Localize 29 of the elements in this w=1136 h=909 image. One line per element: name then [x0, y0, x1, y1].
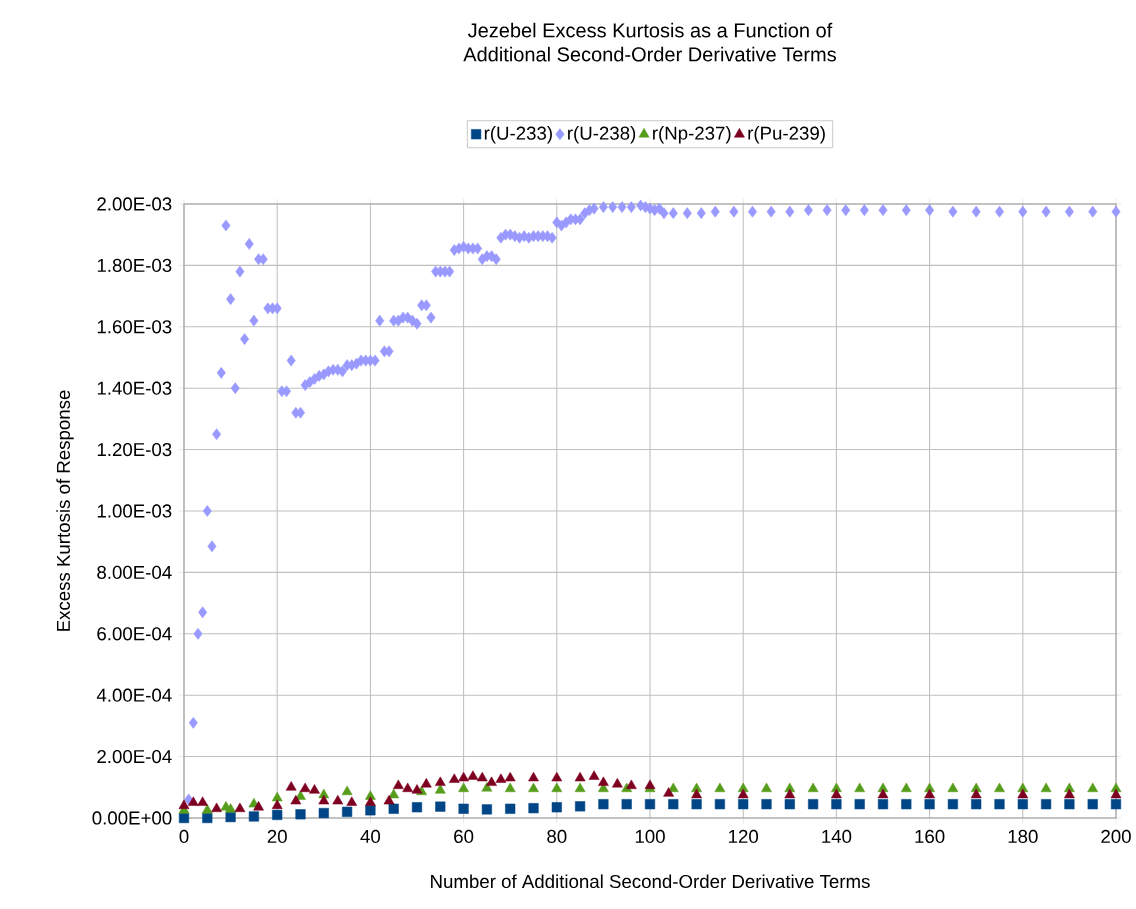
y-tick-label: 1.60E-03: [97, 320, 172, 334]
y-tick-label: 1.00E-03: [97, 504, 172, 518]
y-tick-label: 8.00E-04: [97, 565, 172, 579]
legend-label: r(U-238): [568, 126, 636, 144]
y-tick-label: 6.00E-04: [97, 627, 172, 641]
x-tick-label: 80: [547, 829, 567, 844]
x-tick-label: 120: [729, 829, 759, 844]
x-tick-label: 20: [267, 829, 287, 844]
legend-label: r(Np-237): [653, 126, 731, 144]
x-tick-label: 100: [635, 829, 665, 844]
y-tick-label: 1.40E-03: [97, 381, 172, 395]
y-tick-label: 1.20E-03: [97, 442, 172, 457]
x-tick-label: 200: [1101, 829, 1131, 844]
chart-title: Jezebel Excess Kurtosis as a Function of Additional Second-Order Derivative Terms: [463, 22, 836, 62]
y-axis-title: Excess Kurtosis of Response: [56, 390, 74, 631]
y-tick-label: 2.00E-03: [97, 197, 172, 211]
x-tick-label: 40: [360, 829, 381, 844]
legend-label: r(U-233): [484, 126, 552, 144]
y-tick-label: 2.00E-04: [97, 749, 172, 764]
x-tick-label: 0: [179, 829, 189, 844]
y-tick-label: 0.00E+00: [92, 811, 172, 825]
x-axis-title: Number of Additional Second-Order Derivative Terms: [431, 874, 870, 889]
x-tick-label: 180: [1008, 829, 1038, 844]
x-tick-label: 140: [822, 829, 852, 844]
legend-label: r(Pu-239): [748, 126, 825, 144]
y-tick-label: 1.80E-03: [97, 258, 172, 272]
x-tick-label: 160: [915, 829, 945, 844]
y-tick-label: 4.00E-04: [96, 688, 172, 702]
x-tick-label: 60: [454, 829, 474, 844]
